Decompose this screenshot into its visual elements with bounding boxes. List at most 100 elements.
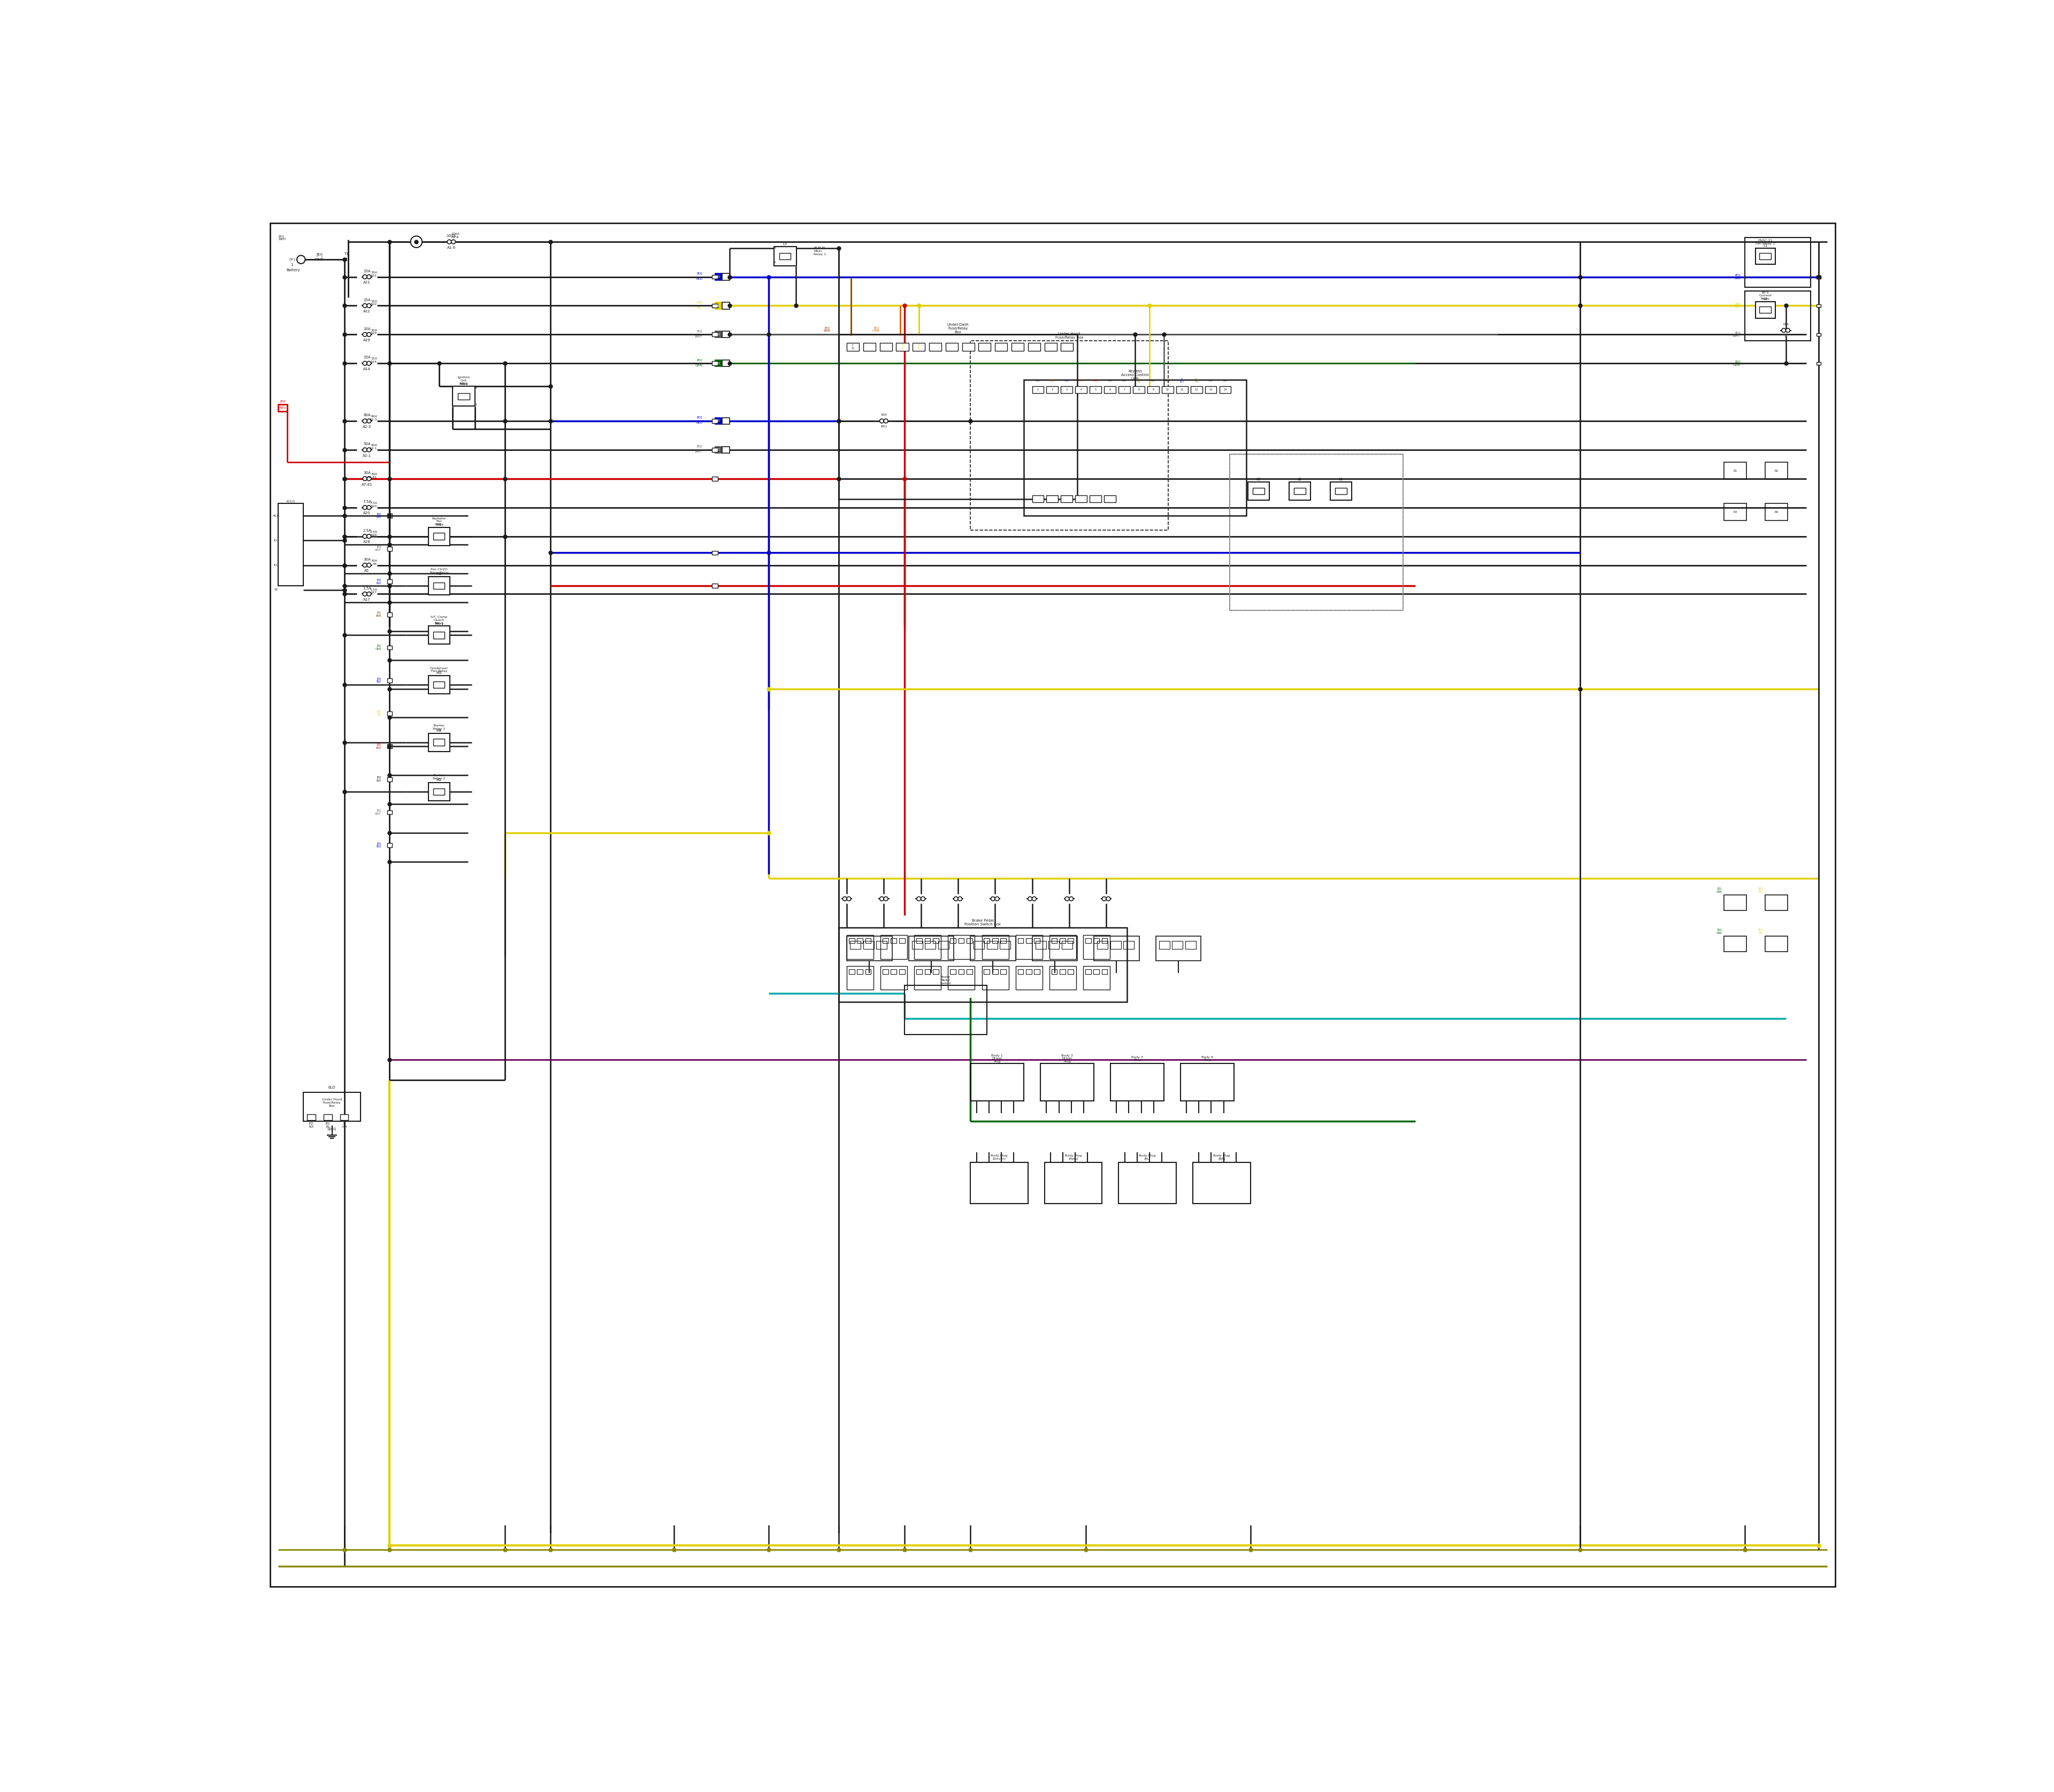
Text: RED: RED — [1093, 380, 1097, 382]
Bar — [969, 1163, 1027, 1204]
Text: [EJ]
BLU: [EJ] BLU — [376, 513, 382, 518]
Text: [EJ]
BLK: [EJ] BLK — [308, 1122, 314, 1129]
Text: D: D — [717, 448, 719, 452]
Text: WHT: WHT — [314, 258, 325, 262]
Circle shape — [1103, 896, 1107, 901]
Text: [EJ]: [EJ] — [279, 400, 286, 403]
Circle shape — [452, 240, 456, 244]
Text: M4-1: M4-1 — [433, 622, 444, 625]
Text: D
10: D 10 — [918, 344, 920, 349]
Text: Body 3
Plug: Body 3 Plug — [1132, 1055, 1142, 1061]
Bar — [1193, 1163, 1251, 1204]
Circle shape — [990, 896, 994, 901]
Text: D: D — [717, 362, 719, 364]
Text: B: B — [1785, 335, 1787, 337]
Bar — [1101, 969, 1107, 975]
Text: 60A
A2-3: 60A A2-3 — [370, 416, 378, 421]
Bar — [1060, 939, 1066, 943]
Circle shape — [1785, 328, 1789, 333]
Bar — [1062, 342, 1074, 351]
Circle shape — [368, 448, 372, 452]
Text: M6: M6 — [435, 523, 442, 527]
Bar — [1111, 941, 1121, 950]
Circle shape — [1781, 328, 1785, 333]
Bar — [715, 274, 723, 280]
Text: Under Hood
Fuse/Relay
Box: Under Hood Fuse/Relay Box — [322, 1098, 341, 1107]
Bar — [1760, 306, 1771, 314]
Text: [EJ]
GRN: [EJ] GRN — [1717, 928, 1721, 935]
Bar — [945, 342, 957, 351]
Bar — [978, 342, 990, 351]
Bar — [1331, 482, 1352, 500]
Circle shape — [368, 333, 372, 337]
Bar — [1294, 487, 1306, 495]
Text: IG2: IG2 — [273, 564, 279, 566]
Bar — [959, 939, 963, 943]
Bar — [1111, 1063, 1165, 1100]
Text: DK
YEL: DK YEL — [1195, 378, 1197, 383]
Text: A1-6: A1-6 — [448, 246, 456, 249]
Bar — [1082, 966, 1109, 989]
Text: 10A: 10A — [881, 414, 887, 416]
Text: R3: R3 — [1734, 511, 1738, 513]
Bar — [912, 342, 924, 351]
Text: [EJ]: [EJ] — [696, 416, 702, 419]
Bar — [848, 969, 854, 975]
Circle shape — [364, 274, 368, 280]
Text: [EI]
WHT: [EI] WHT — [279, 235, 286, 240]
Text: 11: 11 — [1181, 389, 1183, 391]
Text: YEL: YEL — [696, 306, 702, 308]
Text: M2: M2 — [435, 778, 442, 781]
Circle shape — [994, 896, 998, 901]
Bar — [1000, 941, 1011, 950]
Text: 1: 1 — [292, 263, 294, 267]
Bar — [1723, 504, 1746, 521]
Bar — [1062, 495, 1072, 502]
Bar — [713, 362, 717, 366]
Bar — [1031, 385, 1043, 394]
Text: [EJ]
BRN: [EJ] BRN — [376, 611, 382, 618]
Text: BLK: BLK — [1165, 380, 1169, 382]
Circle shape — [953, 896, 957, 901]
Text: [EJ]: [EJ] — [696, 272, 702, 274]
Circle shape — [364, 303, 368, 308]
Text: 15A
A14: 15A A14 — [370, 358, 378, 364]
Bar — [846, 966, 873, 989]
Bar — [877, 941, 887, 950]
Bar — [1025, 939, 1031, 943]
Bar — [969, 935, 1015, 961]
Bar — [1023, 380, 1247, 516]
Text: 4: 4 — [774, 247, 776, 249]
Bar — [723, 360, 729, 367]
Circle shape — [368, 362, 372, 366]
Bar — [386, 711, 392, 715]
Bar — [715, 303, 723, 308]
Text: BLK: BLK — [1121, 380, 1126, 382]
Circle shape — [883, 419, 887, 423]
Text: IG1: IG1 — [273, 539, 279, 541]
Text: D: D — [717, 276, 719, 278]
Bar — [433, 532, 446, 539]
Text: 100A
A1-6: 100A A1-6 — [452, 233, 460, 238]
Text: 2.5A: 2.5A — [364, 529, 372, 532]
Text: [EJ]
YEL: [EJ] YEL — [376, 711, 382, 717]
Text: A5: A5 — [364, 570, 370, 572]
Bar — [939, 941, 949, 950]
Bar — [713, 477, 717, 480]
Bar — [1076, 385, 1087, 394]
Bar — [433, 788, 446, 796]
Bar — [1052, 939, 1058, 943]
Text: [EJ]
RED: [EJ] RED — [376, 744, 382, 749]
Text: Body Plug
(Pass): Body Plug (Pass) — [1064, 1154, 1082, 1161]
Bar — [713, 274, 717, 280]
Bar — [1027, 342, 1039, 351]
Bar — [1723, 935, 1746, 952]
Bar — [386, 514, 392, 518]
Bar — [1033, 969, 1039, 975]
Bar — [951, 939, 955, 943]
Text: [EJ]
YEL: [EJ] YEL — [1758, 887, 1762, 894]
Circle shape — [364, 563, 368, 568]
Bar — [891, 969, 898, 975]
Bar — [1253, 487, 1265, 495]
Text: 2: 2 — [795, 262, 797, 263]
